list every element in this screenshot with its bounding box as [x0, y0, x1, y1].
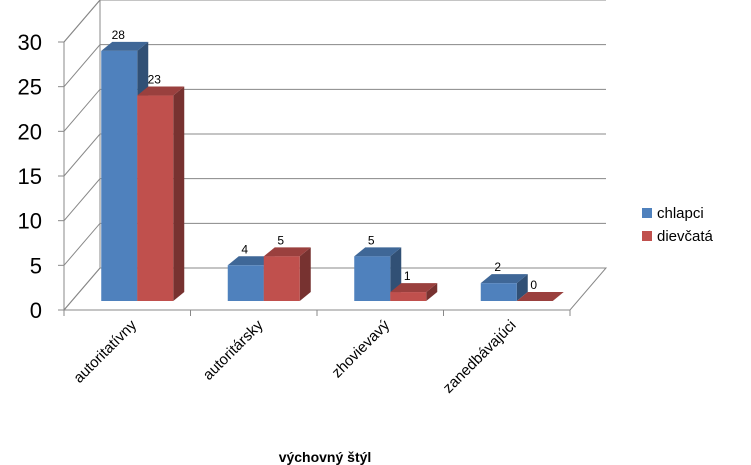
- bar-top: [354, 247, 402, 257]
- data-label: 23: [148, 73, 162, 87]
- y-tick-label: 10: [18, 209, 42, 234]
- legend-item-chlapci: chlapci: [642, 205, 704, 222]
- bar-dievčatá-zanedbávajúci: [516, 292, 564, 301]
- bar-top: [480, 274, 528, 284]
- bar-dievčatá-zhovievavý: [390, 283, 438, 301]
- data-labels: 28 23 4 5 5 1 2 0: [112, 28, 538, 292]
- data-label: 2: [494, 260, 501, 274]
- legend-swatch: [642, 231, 652, 241]
- bar-front: [227, 265, 264, 301]
- bar-top: [390, 283, 438, 293]
- gridline: [63, 0, 606, 43]
- bar-top: [263, 247, 311, 257]
- data-label: 28: [112, 28, 126, 42]
- chart-gridlines: [63, 0, 606, 311]
- bar-dievčatá-autoritatívny: [137, 86, 185, 302]
- x-axis-title: výchovný štýl: [279, 449, 372, 465]
- bar-dievčatá-autoritársky: [263, 247, 311, 301]
- gridline: [63, 133, 606, 177]
- legend-swatch: [642, 208, 652, 218]
- data-label: 4: [241, 242, 248, 256]
- y-tick-label: 15: [18, 164, 42, 189]
- gridline: [63, 222, 606, 266]
- x-axis: autoritatívny autoritársky zhovievavý zaned…: [63, 310, 571, 397]
- bar-top: [137, 86, 185, 96]
- x-tick-label: autoritatívny: [70, 316, 140, 386]
- y-tick-label: 30: [18, 30, 42, 55]
- bar-front: [354, 256, 391, 301]
- y-axis: 0 5 10 15 20 25 30: [18, 30, 65, 323]
- data-label: 5: [368, 233, 375, 247]
- chart-bars: [101, 41, 564, 302]
- y-tick-label: 0: [30, 298, 42, 323]
- bar-front: [480, 283, 517, 301]
- data-label: 1: [404, 269, 411, 283]
- bar-side: [426, 283, 438, 301]
- y-tick-label: 5: [30, 253, 42, 278]
- bar-side: [173, 86, 185, 302]
- bar-top: [101, 41, 149, 51]
- legend-label: dievčatá: [657, 228, 714, 245]
- bar-front: [137, 95, 174, 302]
- gridline: [63, 88, 606, 132]
- bar-top: [516, 292, 564, 301]
- bar-front: [263, 256, 300, 301]
- legend-item-dievčatá: dievčatá: [642, 228, 714, 245]
- data-label: 5: [277, 233, 284, 247]
- gridline: [63, 267, 606, 311]
- gridline: [63, 178, 606, 221]
- x-tick-label: zanedbávajúci: [440, 317, 520, 397]
- data-label: 0: [530, 278, 537, 292]
- y-tick-label: 25: [18, 75, 42, 100]
- x-tick-label: zhovievavý: [329, 316, 394, 381]
- bar-side: [299, 247, 311, 301]
- bar-side: [516, 274, 528, 301]
- bar-chlapci-zhovievavý: [354, 247, 402, 301]
- bar-front: [390, 292, 427, 301]
- legend: chlapci dievčatá: [642, 205, 714, 245]
- x-tick-label: autoritársky: [200, 316, 267, 383]
- legend-label: chlapci: [657, 205, 704, 222]
- gridline: [63, 44, 606, 87]
- bar-top: [227, 256, 275, 266]
- y-tick-label: 20: [18, 119, 42, 144]
- bar-chlapci-zanedbávajúci: [480, 274, 528, 301]
- bar-front: [101, 50, 138, 301]
